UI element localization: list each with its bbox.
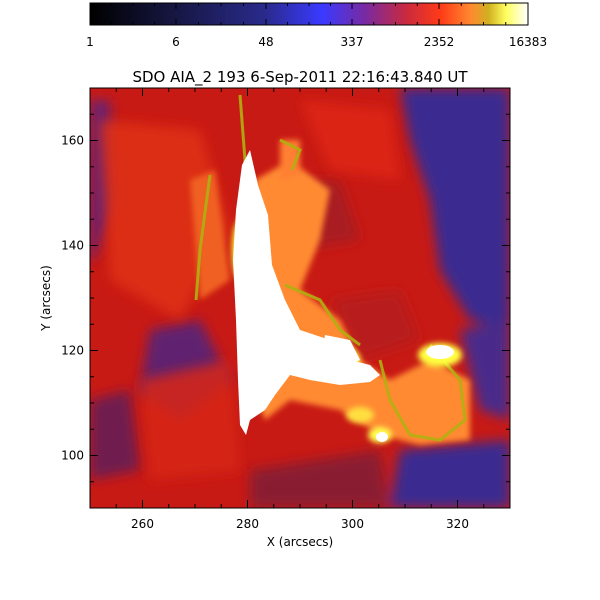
x-tick-label: 300 [341,517,364,531]
plot-title: SDO AIA_2 193 6-Sep-2011 22:16:43.840 UT [132,68,468,87]
colorbar-tick-label: 1 [86,35,94,49]
colorbar-tick-label: 337 [341,35,364,49]
x-tick-label: 260 [131,517,154,531]
solar-image [90,88,510,508]
colorbar: 1 6 48 337 2352 16383 [86,2,547,49]
x-axis-label: X (arcsecs) [267,535,334,549]
colorbar-tick-label: 48 [258,35,273,49]
colorbar-tick-label: 6 [172,35,180,49]
y-tick-label: 120 [61,344,84,358]
y-axis-label: Y (arcsecs) [39,265,53,332]
colorbar-tick-label: 16383 [509,35,547,49]
x-tick-label: 320 [446,517,469,531]
colorbar-gradient [89,2,529,26]
x-axis: 260 280 300 320 [89,88,511,531]
colorbar-tick-labels: 1 6 48 337 2352 16383 [86,35,547,49]
colorbar-ticks [89,3,529,25]
y-axis: 100 120 140 160 [61,87,510,509]
y-tick-label: 160 [61,134,84,148]
y-tick-label: 100 [61,449,84,463]
x-tick-label: 280 [236,517,259,531]
colorbar-tick-label: 2352 [424,35,455,49]
y-tick-label: 140 [61,239,84,253]
